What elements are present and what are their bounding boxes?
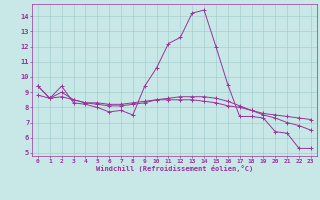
X-axis label: Windchill (Refroidissement éolien,°C): Windchill (Refroidissement éolien,°C) [96,165,253,172]
